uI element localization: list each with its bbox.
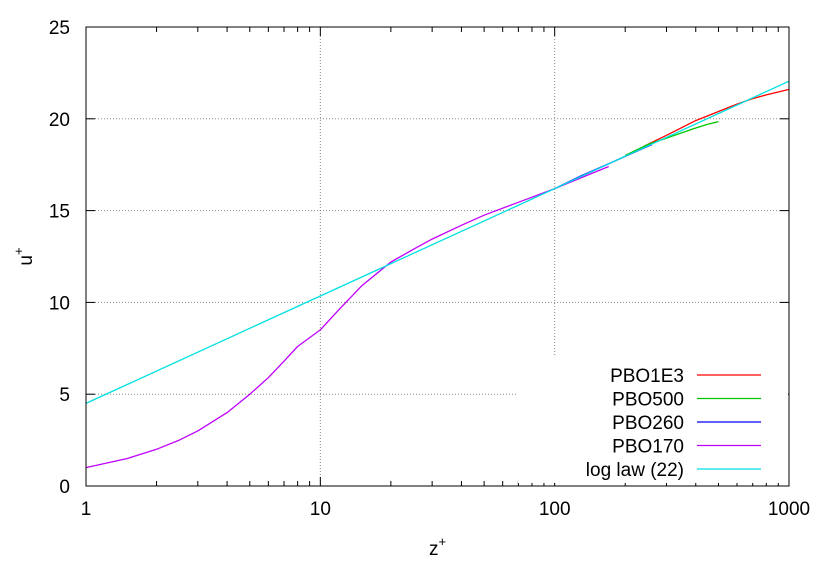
x-tick-label: 1000 [768,499,810,520]
legend-label: PBO170 [612,437,684,458]
y-axis-label: u+ [11,247,37,265]
y-tick-label: 20 [49,110,70,131]
y-tick-label: 10 [49,293,70,314]
plot-frame [85,26,790,487]
x-tick-label: 100 [539,499,571,520]
series-line [85,80,790,404]
y-tick-label: 5 [59,385,70,406]
legend-label: PBO500 [612,390,684,411]
y-tick-label: 15 [49,202,70,223]
legend-label: PBO1E3 [610,366,684,387]
series-line [624,120,719,157]
legend-background [518,355,788,483]
series-lines [85,80,790,469]
y-axis-label-sup: + [11,247,26,255]
y-tick-label: 0 [59,477,70,498]
y-tick-label: 25 [49,18,70,39]
x-tick-label: 10 [310,499,331,520]
legend-label: PBO260 [612,413,684,434]
x-axis-label-sup: + [438,534,446,549]
y-axis-label-base: u [16,255,37,266]
x-axis-label: z+ [429,534,446,560]
axis-ticks: 1 10 100 1000 0 5 10 15 20 25 [49,18,810,520]
series-line [85,165,609,469]
x-axis-label-base: z [429,539,439,560]
x-tick-label: 1 [81,499,92,520]
series-line [643,88,790,147]
legend-label: log law (22) [586,460,684,481]
